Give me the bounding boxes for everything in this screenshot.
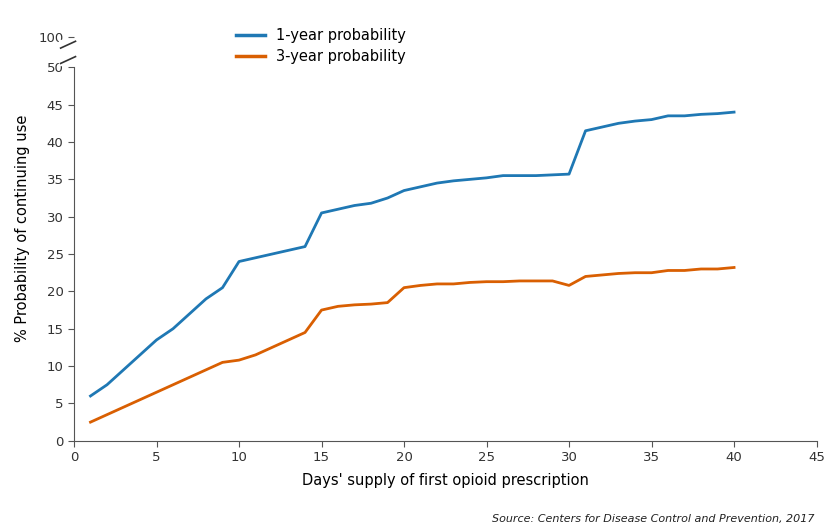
Bar	[59, 40, 78, 65]
X-axis label: Days' supply of first opioid prescription: Days' supply of first opioid prescriptio…	[302, 472, 589, 488]
Text: Source: Centers for Disease Control and Prevention, 2017: Source: Centers for Disease Control and …	[492, 514, 815, 524]
Y-axis label: % Probability of continuing use: % Probability of continuing use	[15, 114, 30, 342]
Legend: 1-year probability, 3-year probability: 1-year probability, 3-year probability	[230, 22, 412, 70]
